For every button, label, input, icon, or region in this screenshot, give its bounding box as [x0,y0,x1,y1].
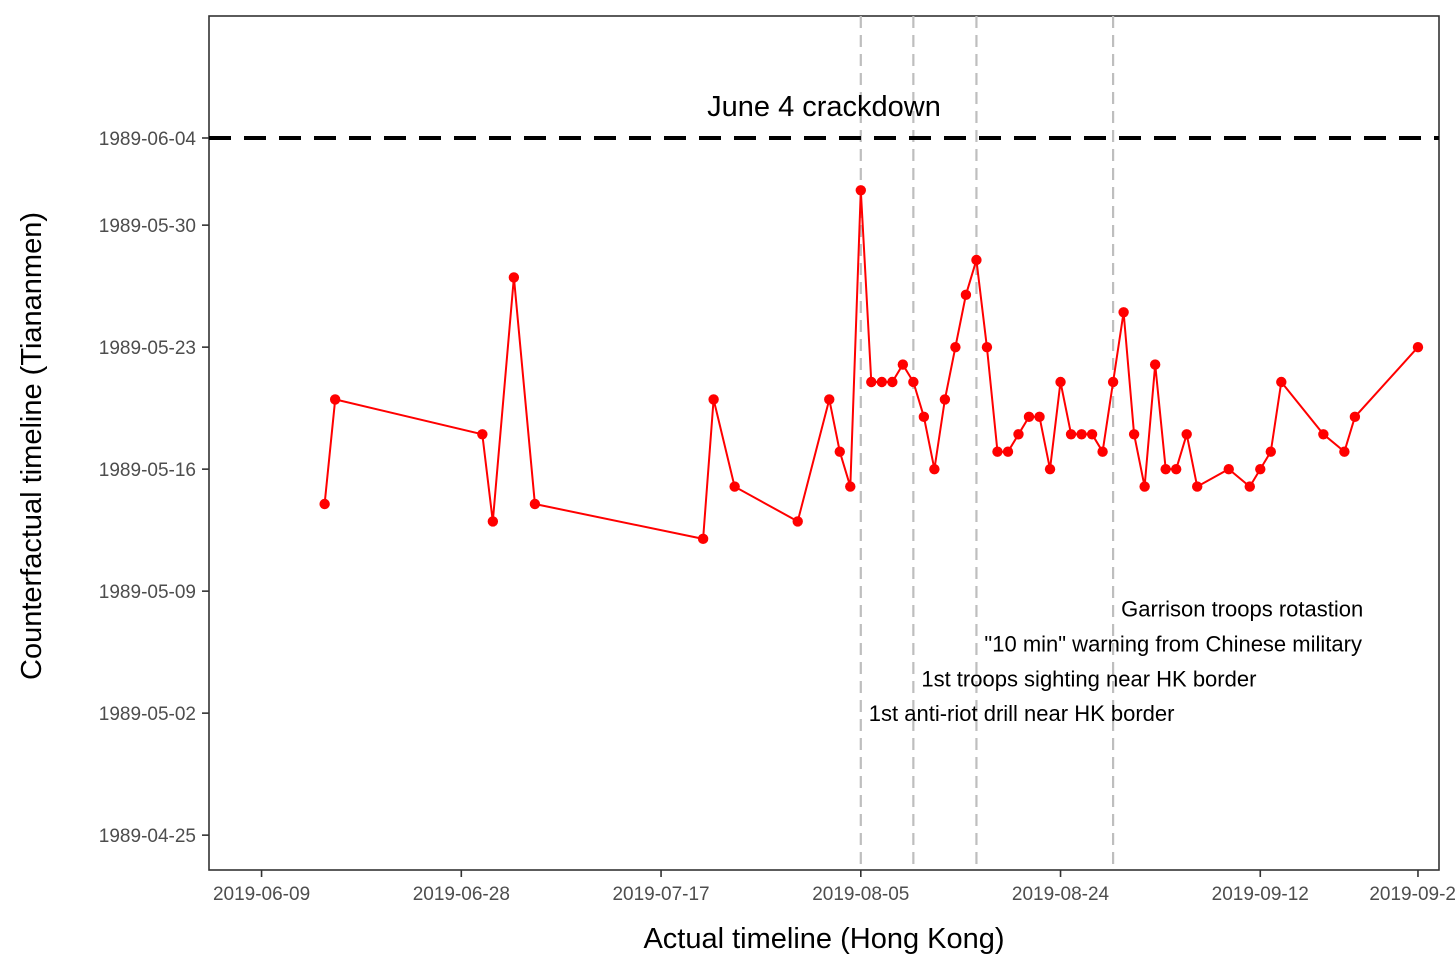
y-tick-label-3: 1989-05-16 [99,460,196,481]
data-point-21 [939,394,951,405]
data-point-12 [845,481,856,492]
data-point-14 [866,376,877,388]
data-point-32 [1055,376,1066,388]
data-point-46 [1223,463,1234,475]
data-point-54 [1412,341,1424,353]
plot-panel [208,15,1440,871]
x-tick-label-6: 2019-09-27 [1369,884,1456,905]
x-tick-label-5: 2019-09-12 [1212,884,1309,905]
data-point-36 [1097,446,1108,457]
data-point-42 [1160,463,1171,475]
x-tick-label-2: 2019-07-17 [612,884,709,905]
y-axis: 1989-04-25 1989-05-02 1989-05-09 1989-05-16… [99,129,209,847]
data-point-44 [1181,429,1192,440]
event-label-0: 1st anti-riot drill near HK border [869,701,1175,726]
data-point-9 [792,516,803,527]
data-point-28 [1013,429,1024,440]
data-point-41 [1149,359,1161,370]
data-point-0 [319,498,330,510]
data-point-50 [1276,376,1287,388]
data-point-5 [529,498,541,510]
data-point-3 [487,516,499,527]
data-point-24 [971,254,982,266]
data-point-30 [1034,411,1045,423]
data-point-10 [824,394,835,405]
event-label-2: "10 min" warning from Chinese military [984,631,1362,656]
points [319,185,1424,545]
data-point-51 [1318,429,1329,440]
data-point-45 [1192,481,1203,492]
data-point-11 [834,446,845,457]
event-label-1: 1st troops sighting near HK border [921,666,1256,691]
data-point-15 [876,376,888,388]
data-point-19 [918,411,930,423]
data-point-18 [908,376,919,388]
y-tick-label-4: 1989-05-23 [99,338,196,359]
data-point-22 [950,341,961,353]
data-point-27 [1002,446,1014,457]
data-point-37 [1107,376,1119,388]
data-point-43 [1170,463,1182,475]
x-axis-title: Actual timeline (Hong Kong) [643,923,1004,955]
data-point-17 [897,359,909,370]
data-point-1 [329,394,341,405]
x-axis: 2019-06-09 2019-06-28 2019-07-17 2019-08-05… [213,870,1456,905]
y-tick-label-2: 1989-05-09 [99,582,196,603]
data-point-47 [1244,481,1255,492]
data-point-35 [1086,429,1098,440]
y-tick-label-0: 1989-04-25 [99,826,196,847]
annotations: June 4 crackdown 1st anti-riot drill near… [707,91,1363,726]
data-point-23 [960,289,972,301]
event-label-3: Garrison troops rotastion [1121,597,1363,622]
x-tick-label-1: 2019-06-28 [413,884,510,905]
data-point-26 [992,446,1003,457]
event-lines [859,16,1115,870]
data-point-13 [855,185,866,196]
data-point-31 [1044,463,1056,475]
x-tick-label-3: 2019-08-05 [812,884,909,905]
data-point-29 [1023,411,1035,423]
data-point-16 [887,376,898,388]
y-axis-title: Counterfactual timeline (Tiananmen) [16,212,48,680]
data-point-2 [477,429,488,440]
data-point-4 [508,272,520,283]
data-point-7 [708,394,719,405]
data-point-39 [1128,429,1140,440]
data-point-38 [1118,307,1129,318]
x-tick-label-0: 2019-06-09 [213,884,310,905]
data-point-8 [729,481,740,492]
y-tick-label-1: 1989-05-02 [99,704,196,725]
data-point-20 [929,463,940,475]
y-tick-label-6: 1989-06-04 [99,129,197,150]
data-point-33 [1065,429,1077,440]
x-tick-label-4: 2019-08-24 [1012,884,1110,905]
data-point-53 [1349,411,1361,423]
data-point-48 [1255,463,1266,475]
june4-label: June 4 crackdown [707,91,941,123]
data-point-52 [1339,446,1350,457]
data-point-40 [1139,481,1150,492]
data-point-25 [981,341,993,353]
y-tick-label-5: 1989-05-30 [99,216,196,237]
data-point-49 [1265,446,1276,457]
data-point-34 [1076,429,1087,440]
data-point-6 [697,533,709,545]
